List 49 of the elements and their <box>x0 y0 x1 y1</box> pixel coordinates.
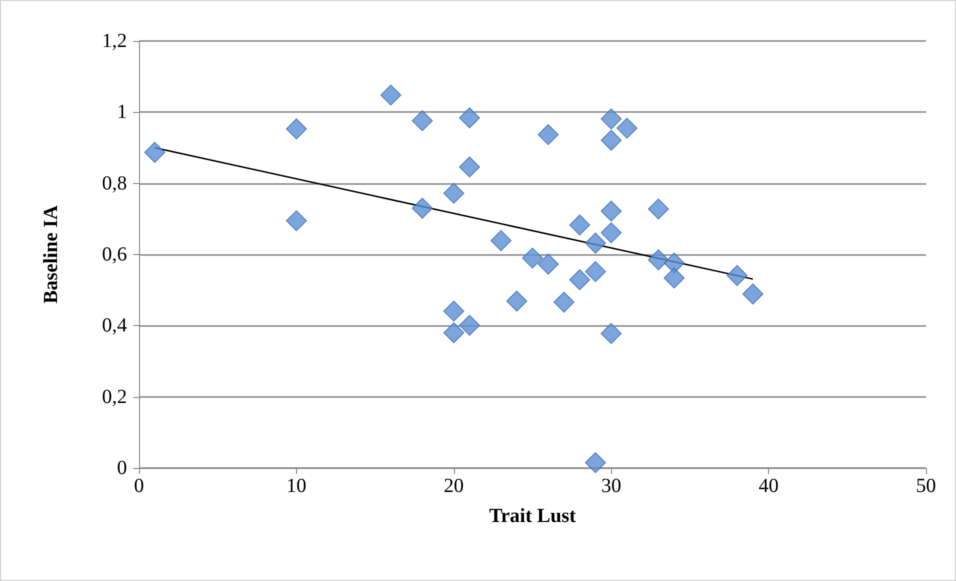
x-tick-label: 10 <box>286 475 306 497</box>
point <box>412 110 433 132</box>
point <box>459 107 480 128</box>
point <box>459 314 480 336</box>
y-tick-label: 0,6 <box>102 244 127 266</box>
point <box>726 264 748 286</box>
point <box>380 84 402 106</box>
point <box>742 283 764 304</box>
point <box>459 156 480 178</box>
y-tick-label: 1,2 <box>102 30 127 52</box>
x-tick-label: 40 <box>758 475 779 497</box>
point <box>286 118 307 140</box>
y-tick-label: 0 <box>117 457 127 479</box>
point <box>506 290 528 312</box>
y-tick-label: 0,2 <box>102 386 127 408</box>
point <box>538 124 559 146</box>
point <box>443 322 464 344</box>
point <box>600 130 622 151</box>
x-axis-title: Trait Lust <box>489 505 576 527</box>
point <box>600 200 622 222</box>
point <box>616 118 638 139</box>
point <box>553 292 574 313</box>
point <box>664 267 685 288</box>
y-tick-label: 1 <box>117 101 127 124</box>
point <box>648 249 669 270</box>
point <box>286 210 307 232</box>
point <box>584 452 606 474</box>
point <box>569 214 590 236</box>
x-tick-label: 20 <box>444 475 464 497</box>
point <box>600 322 622 344</box>
point <box>600 108 622 130</box>
point <box>412 198 433 219</box>
x-tick-label: 50 <box>916 475 936 497</box>
y-tick-label: 0,4 <box>102 314 127 337</box>
point <box>490 230 512 252</box>
y-axis-title: Baseline IA <box>40 204 62 304</box>
point <box>569 269 590 290</box>
point <box>600 222 622 244</box>
point <box>443 300 464 322</box>
point <box>144 142 166 163</box>
point <box>584 261 606 282</box>
y-tick-label: 0,8 <box>102 172 127 194</box>
point <box>538 254 559 275</box>
point <box>648 198 669 220</box>
point <box>522 248 543 269</box>
x-tick-label: 30 <box>601 475 622 497</box>
point <box>584 232 606 254</box>
point <box>443 182 464 204</box>
x-tick-label: 0 <box>134 475 144 497</box>
